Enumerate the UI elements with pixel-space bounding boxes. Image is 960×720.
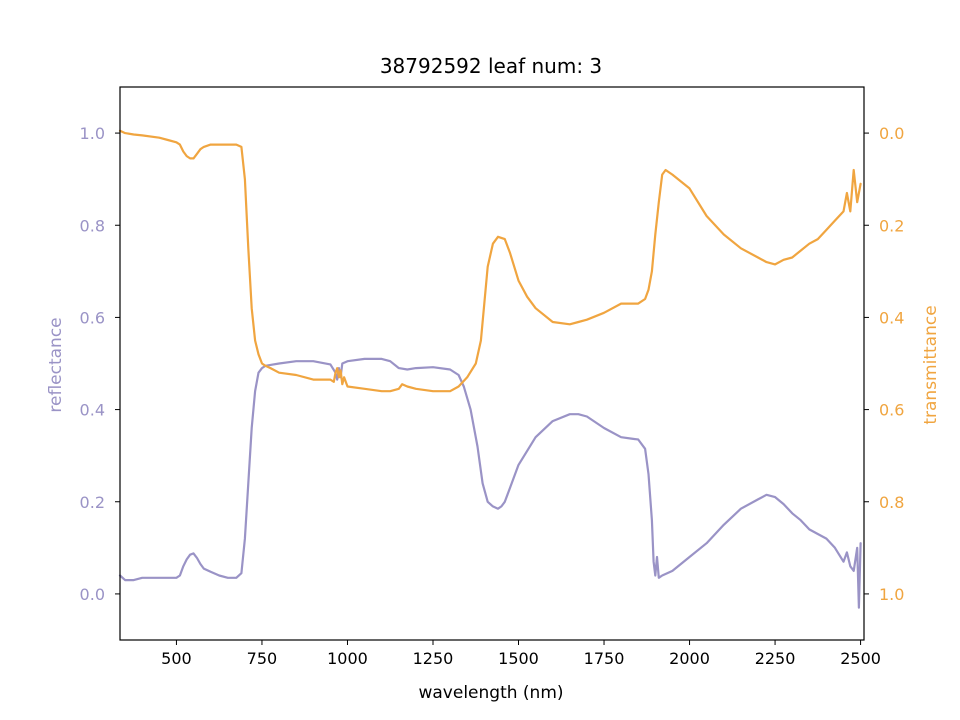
right-y-tick-label: 0.4: [879, 308, 904, 327]
reflectance-series-line: [118, 357, 862, 609]
x-tick-label: 1500: [498, 649, 539, 668]
right-y-axis-ticks: 0.0 0.2 0.4 0.6 0.8 1.0: [864, 124, 904, 604]
x-tick-label: 500: [161, 649, 192, 668]
left-y-axis-ticks: 0.0 0.2 0.4 0.6 0.8 1.0: [80, 124, 120, 604]
right-y-tick-label: 1.0: [879, 585, 904, 604]
left-y-tick-label: 0.4: [80, 401, 105, 420]
right-y-tick-label: 0.2: [879, 216, 904, 235]
x-tick-label: 2000: [669, 649, 710, 668]
right-y-axis-title: transmittance: [921, 305, 941, 424]
x-tick-label: 750: [247, 649, 278, 668]
left-y-tick-label: 0.8: [80, 216, 105, 235]
x-tick-label: 1000: [327, 649, 368, 668]
right-y-tick-label: 0.8: [879, 493, 904, 512]
series-layer: [118, 129, 862, 609]
chart-title: 38792592 leaf num: 3: [380, 54, 602, 78]
x-tick-label: 1250: [413, 649, 454, 668]
x-tick-label: 2500: [840, 649, 881, 668]
plot-frame: [119, 86, 865, 641]
right-y-tick-label: 0.6: [879, 401, 904, 420]
x-tick-label: 2250: [755, 649, 796, 668]
left-y-axis-title: reflectance: [46, 317, 66, 412]
right-y-tick-label: 0.0: [879, 124, 904, 143]
x-axis-title: wavelength (nm): [418, 683, 563, 703]
x-axis-ticks: 500 750 1000 1250 1500 1750 2000 2250 2500: [161, 640, 881, 668]
left-y-tick-label: 0.2: [80, 493, 105, 512]
left-y-tick-label: 0.0: [80, 585, 105, 604]
x-tick-label: 1750: [584, 649, 625, 668]
left-y-tick-label: 0.6: [80, 308, 105, 327]
left-y-tick-label: 1.0: [80, 124, 105, 143]
transmittance-series-line: [118, 129, 862, 393]
